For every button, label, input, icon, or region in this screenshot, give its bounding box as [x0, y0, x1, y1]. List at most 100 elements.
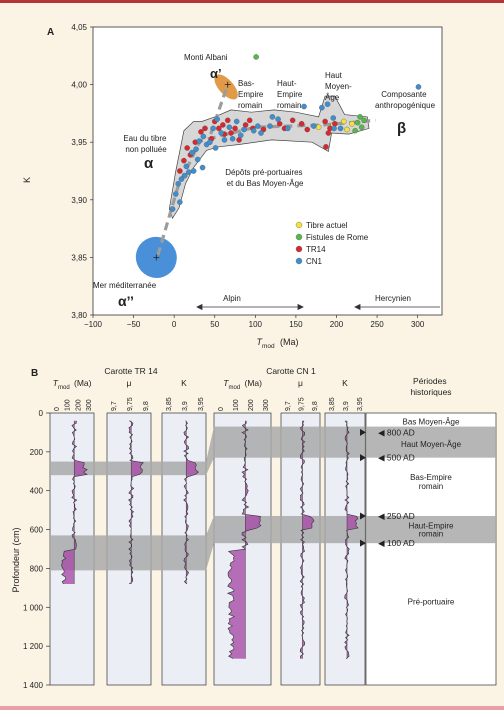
data-point-tr14 — [181, 157, 187, 164]
age-marker-arrow — [360, 512, 366, 520]
profile-fill — [227, 420, 261, 659]
annot-alpin: Alpin — [223, 294, 241, 303]
data-point-cn1 — [189, 149, 195, 156]
data-point-tr14 — [177, 168, 183, 174]
profile-fill — [183, 420, 199, 584]
data-point-cn1 — [193, 146, 199, 152]
x-tick-label: −100 — [84, 320, 103, 329]
y-tick-label: 4,00 — [71, 81, 87, 90]
legend-marker-tr14 — [295, 245, 303, 253]
age-marker-label: ◀ 800 AD — [378, 427, 415, 437]
data-point-fistules-de-rome — [253, 54, 259, 60]
depth-tick-label: 600 — [30, 526, 44, 535]
y-tick-label: 3,90 — [71, 196, 87, 205]
col-header: μ — [127, 378, 132, 388]
x-tick-label: 250 — [370, 320, 384, 329]
data-point-fistules-de-rome — [358, 124, 365, 130]
col-tick-label: 3,95 — [198, 397, 205, 411]
col-tick-label: 3,95 — [357, 397, 364, 411]
cn1-band — [214, 515, 365, 544]
data-point-tibre-actuel — [344, 126, 350, 133]
data-point-tr14 — [236, 137, 242, 143]
data-point-cn1 — [337, 125, 344, 132]
data-point-tr14 — [224, 117, 231, 124]
alpin-range-arrow — [196, 303, 304, 311]
x-tick-label: 0 — [172, 320, 177, 329]
tr14-band — [50, 535, 206, 571]
y-tick-label: 4,05 — [71, 23, 87, 32]
depth-tick-label: 1 200 — [23, 642, 44, 651]
age-marker-arrow — [360, 454, 366, 462]
data-point-cn1 — [226, 124, 233, 130]
col-tick-label: 100 — [233, 399, 240, 411]
annot-haut-empire: Haut- Empire romain — [277, 79, 305, 110]
data-point-tr14 — [323, 144, 329, 150]
period-band — [366, 426, 496, 458]
age-marker-label: ◀ 100 AD — [378, 538, 415, 548]
data-point-tr14 — [246, 117, 253, 124]
data-point-cn1 — [324, 101, 331, 107]
hercynien-range-arrow — [354, 303, 440, 311]
col-tick-label: 3,9 — [343, 401, 350, 411]
data-point-cn1 — [212, 145, 219, 151]
data-point-fistules-de-rome — [352, 127, 358, 134]
age-marker-label: ◀ 250 AD — [378, 511, 415, 521]
data-point-cn1 — [330, 115, 337, 121]
annot-haut-moyen-age: Haut Moyen- Âge — [325, 71, 354, 102]
panel-a-ylabel: K — [22, 177, 32, 183]
x-tick-label: 200 — [330, 320, 344, 329]
age-marker-arrow — [360, 428, 366, 436]
profile-line — [61, 420, 88, 585]
data-point-cn1 — [183, 163, 190, 170]
data-point-cn1 — [250, 127, 257, 134]
depth-tick-label: 800 — [30, 564, 44, 573]
col-tick-label: 9,75 — [127, 397, 134, 411]
col-tick-label: 300 — [86, 399, 93, 411]
profile-line — [226, 420, 262, 659]
data-point-cn1 — [233, 118, 240, 125]
mixing-trend-line — [156, 118, 376, 256]
data-point-cn1 — [177, 199, 183, 205]
col-header-sub: mod — [58, 385, 70, 391]
data-point-cn1 — [331, 125, 337, 132]
col-header-main: T — [53, 378, 59, 388]
data-point-cn1 — [275, 116, 281, 122]
data-point-cn1 — [210, 125, 216, 132]
data-point-cn1 — [221, 137, 228, 143]
period-label: romain — [419, 529, 443, 538]
annot-composante: Composante anthropogénique — [375, 90, 436, 110]
data-point-cn1 — [169, 206, 176, 212]
period-label: Haut-Empire — [409, 522, 454, 531]
data-point-cn1 — [214, 116, 220, 122]
depth-tick-label: 400 — [30, 487, 44, 496]
y-tick-label: 3,95 — [71, 138, 87, 147]
data-point-cn1 — [175, 180, 181, 187]
col-tick-label: 200 — [248, 399, 255, 411]
col-tick-label: 3,9 — [182, 401, 189, 411]
data-point-tr14 — [220, 122, 226, 128]
data-point-cn1 — [237, 132, 244, 139]
data-point-tr14 — [298, 120, 305, 127]
col-tick-label: 300 — [263, 399, 270, 411]
data-point-cn1 — [194, 156, 201, 163]
data-point-cn1 — [181, 172, 188, 179]
data-point-cn1 — [196, 138, 203, 144]
panel-a-xlabel-main: T — [257, 337, 264, 347]
period-label: Bas-Empire — [410, 473, 452, 482]
profile-line — [183, 420, 199, 585]
depth-tick-label: 1 400 — [23, 681, 44, 690]
data-point-cn1 — [241, 126, 247, 133]
period-label: romain — [419, 482, 443, 491]
data-point-cn1 — [218, 130, 225, 136]
x-tick-label: 100 — [249, 320, 263, 329]
col-header-unit: (Ma) — [245, 378, 263, 388]
col-tick-label: 3,85 — [166, 397, 173, 411]
y-tick-label: 3,85 — [71, 253, 87, 262]
data-point-cn1 — [199, 164, 206, 171]
data-point-cn1 — [301, 103, 307, 110]
data-point-fistules-de-rome — [357, 114, 363, 120]
monti-albani-ellipse — [214, 74, 238, 100]
legend-label-fistules: Fistules de Rome — [306, 233, 369, 242]
